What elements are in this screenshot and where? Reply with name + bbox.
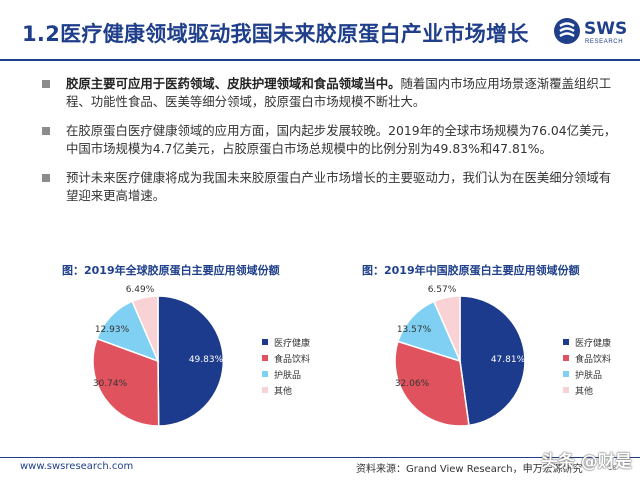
bullet-text: 在胶原蛋白医疗健康领域的应用方面，国内起步发展较晚。2019年的全球市场规模为7…	[66, 123, 617, 156]
slice-food-beverage	[394, 340, 470, 427]
legend-item: 医疗健康	[563, 334, 611, 350]
logo-icon	[554, 18, 580, 44]
bullet-square-icon	[42, 127, 50, 135]
legend-item: 护肤品	[563, 366, 611, 382]
label-medical-health: 49.83%	[189, 355, 224, 365]
label-other: 6.49%	[126, 285, 155, 295]
pie-chart-china: 47.81% 32.06% 13.57% 6.57%	[394, 285, 526, 427]
legend-swatch	[262, 371, 268, 377]
legend-swatch	[262, 387, 268, 393]
slice-food-beverage	[92, 337, 160, 427]
legend-swatch	[563, 339, 569, 345]
slice-skin-care	[397, 300, 462, 363]
bullet-text: 预计未来医疗健康将成为我国未来胶原蛋白产业市场增长的主要驱动力，我们认为在医美细…	[66, 170, 612, 203]
bullet-text: 随着国内市场应用场景逐渐覆盖组织工程、功能性食品、医美等细分领域，胶原蛋白市场规…	[66, 76, 612, 109]
legend-item: 其他	[563, 382, 611, 398]
bullet-item: 胶原主要可应用于医药领域、皮肤护理领域和食品领域当中。随着国内市场应用场景逐渐覆…	[42, 75, 622, 111]
slice-medical-health	[157, 295, 225, 427]
legend-label: 护肤品	[274, 370, 302, 381]
legend-label: 食品饮料	[575, 354, 612, 365]
slice-other	[432, 295, 461, 362]
legend-item: 护肤品	[262, 366, 310, 382]
legend-swatch	[563, 355, 569, 361]
bullet-item: 预计未来医疗健康将成为我国未来胶原蛋白产业市场增长的主要驱动力，我们认为在医美细…	[42, 169, 622, 205]
sws-logo: SWS RESEARCH	[553, 15, 637, 51]
legend-label: 其他	[575, 386, 594, 397]
legend-label: 护肤品	[575, 370, 603, 381]
legend-item: 医疗健康	[262, 334, 310, 350]
legend-label: 医疗健康	[274, 338, 311, 349]
legend-global: 医疗健康食品饮料护肤品其他	[262, 334, 310, 398]
legend-swatch	[262, 339, 268, 345]
legend-swatch	[563, 387, 569, 393]
legend-item: 其他	[262, 382, 310, 398]
watermark: 头条 @财是	[541, 452, 632, 472]
logo-subtext: RESEARCH	[585, 39, 624, 45]
legend-item: 食品饮料	[563, 350, 611, 366]
legend-swatch	[563, 371, 569, 377]
bullet-item: 在胶原蛋白医疗健康领域的应用方面，国内起步发展较晚。2019年的全球市场规模为7…	[42, 122, 622, 158]
bullet-list: 胶原主要可应用于医药领域、皮肤护理领域和食品领域当中。随着国内市场应用场景逐渐覆…	[42, 75, 622, 216]
page-number: 18	[608, 464, 617, 472]
footer-divider	[0, 457, 640, 458]
legend-label: 食品饮料	[274, 354, 311, 365]
pie-chart-global: 49.83% 30.74% 12.93% 6.49%	[92, 285, 225, 427]
legend-swatch	[262, 355, 268, 361]
page-title: 1.2医疗健康领域驱动我国未来胶原蛋白产业市场增长	[22, 22, 529, 46]
title-divider	[0, 59, 640, 61]
bullet-bold-text: 胶原主要可应用于医药领域、皮肤护理领域和食品领域当中。	[66, 76, 401, 91]
slice-medical-health	[459, 295, 526, 427]
label-other: 6.57%	[428, 285, 457, 295]
label-food-beverage: 32.06%	[395, 379, 430, 389]
label-medical-health: 47.81%	[491, 355, 526, 365]
label-food-beverage: 30.74%	[93, 379, 128, 389]
slice-other	[131, 295, 159, 362]
label-skin-care: 12.93%	[95, 325, 130, 335]
chart-title-china: 图：2019年中国胶原蛋白主要应用领域份额	[362, 264, 580, 277]
bullet-square-icon	[42, 174, 50, 182]
chart-title-global: 图：2019年全球胶原蛋白主要应用领域份额	[62, 264, 280, 277]
legend-label: 医疗健康	[575, 338, 612, 349]
footer-url[interactable]: www.swsresearch.com	[20, 461, 134, 472]
bullet-square-icon	[42, 80, 50, 88]
legend-item: 食品饮料	[262, 350, 310, 366]
logo-text: SWS	[584, 19, 628, 39]
label-skin-care: 13.57%	[397, 325, 432, 335]
legend-label: 其他	[274, 386, 293, 397]
legend-china: 医疗健康食品饮料护肤品其他	[563, 334, 611, 398]
footer-source: 资料来源：Grand View Research，申万宏源研究	[356, 464, 583, 475]
